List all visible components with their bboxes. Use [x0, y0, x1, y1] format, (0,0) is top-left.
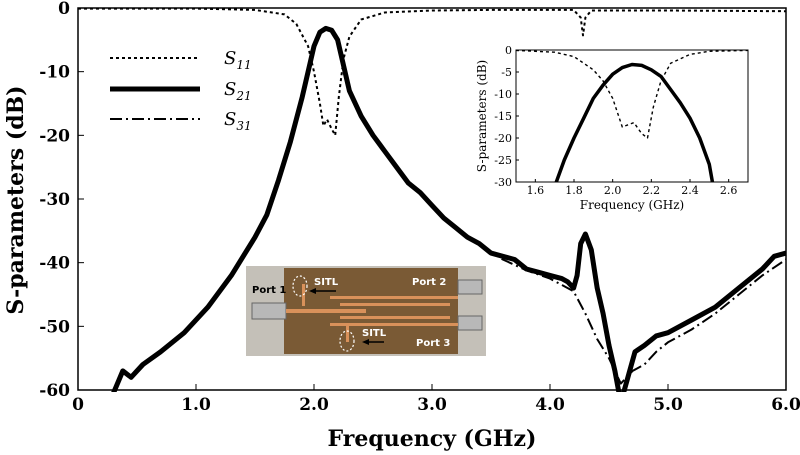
legend-label-s31-base: S	[224, 109, 236, 130]
legend-label-s21-sub: 21	[235, 89, 251, 103]
main-x-tick-label: 6.0	[771, 395, 800, 415]
inset-y-tick-label: -5	[501, 66, 512, 79]
sitl-marker-top	[292, 275, 308, 297]
inset-x-tick-label: 2.2	[643, 184, 661, 197]
connector-right-bottom	[457, 315, 483, 331]
legend-label-s21: S21	[224, 79, 252, 103]
legend-label-s31: S31	[224, 109, 252, 133]
y-axis-label: S-parameters (dB)	[3, 85, 29, 314]
sitl-arrowhead-bottom	[362, 339, 369, 345]
inset-x-axis-label: Frequency (GHz)	[580, 198, 684, 212]
sitl-arrowhead-top	[309, 288, 316, 294]
inset-x-tick-label: 2.4	[681, 184, 699, 197]
legend-label-s11: S11	[224, 48, 252, 72]
main-x-tick-label: 1.0	[181, 395, 211, 415]
inset-y-axis-label: S-parameters (dB)	[475, 60, 489, 172]
inset-y-tick-label: -10	[494, 88, 512, 101]
main-x-tick-label: 0	[72, 395, 84, 415]
sitl-marker-bottom	[339, 330, 355, 352]
sitl-label-bottom: SITL	[362, 328, 387, 339]
legend-label-s31-sub: 31	[236, 119, 251, 133]
stub-bottom	[346, 326, 349, 342]
main-y-tick-label: -60	[39, 381, 70, 401]
inset-x-tick-label: 2.6	[720, 184, 738, 197]
inset-y-tick-label: -30	[494, 176, 512, 189]
main-y-tick-label: -40	[39, 254, 70, 274]
legend: S11 S21 S31	[110, 48, 252, 133]
port-3-label: Port 3	[416, 338, 450, 349]
coupled-line-bottom	[330, 323, 458, 326]
inset-x-tick-label: 2.0	[604, 184, 622, 197]
inset-y-tick-label: 0	[505, 44, 512, 57]
main-y-tick-label: 0	[58, 0, 70, 19]
legend-label-s11-sub: 11	[236, 58, 251, 72]
pcb-photo: Port 1 Port 2 Port 3 SITL SITL	[246, 266, 486, 356]
inset-x-tick-label: 1.6	[527, 184, 545, 197]
connector-left	[251, 302, 287, 320]
legend-label-s21-base: S	[224, 79, 236, 100]
coupled-line-middle	[340, 303, 450, 306]
inset-y-tick-label: -15	[494, 110, 512, 123]
inset-y-tick-label: -25	[494, 154, 512, 167]
main-y-tick-label: -10	[39, 63, 70, 83]
main-y-tick-label: -30	[39, 190, 70, 210]
feedline	[286, 309, 366, 313]
connector-right-top	[457, 279, 483, 295]
inset-series-s21	[554, 62, 715, 182]
main-x-tick-label: 4.0	[535, 395, 565, 415]
main-x-tick-label: 5.0	[653, 395, 683, 415]
sitl-label-top: SITL	[314, 277, 339, 288]
main-ticks: 0 1.0 2.0 3.0 4.0 5.0 6.00-10-20-30-40-50-60	[39, 0, 800, 415]
main-x-tick-label: 3.0	[417, 395, 447, 415]
inset-ticks: 1.6 1.8 2.0 2.2 2.4 2.6 0 -5 -10 -15 -20 -25 -30	[494, 44, 737, 197]
inset-x-tick-label: 1.8	[565, 184, 583, 197]
port-2-label: Port 2	[412, 277, 446, 288]
main-y-tick-label: -20	[39, 126, 70, 146]
inset-chart: 1.6 1.8 2.0 2.2 2.4 2.6 0 -5 -10 -15 -20 -25 -30 Fre…	[470, 40, 782, 218]
main-series-s31	[431, 204, 787, 385]
main-y-tick-label: -50	[39, 317, 70, 337]
main-series	[78, 7, 787, 392]
inset-series	[515, 50, 749, 182]
coupled-line-top	[330, 296, 458, 299]
coupled-line-lower	[340, 316, 450, 319]
main-series-s11	[78, 7, 787, 137]
legend-label-s11-base: S	[224, 48, 236, 69]
inset-background	[470, 40, 782, 218]
main-x-tick-label: 2.0	[299, 395, 329, 415]
inset-series-s11	[515, 50, 749, 139]
inset-y-tick-label: -20	[494, 132, 512, 145]
x-axis-label: Frequency (GHz)	[328, 426, 537, 452]
port-1-label: Port 1	[252, 285, 286, 296]
